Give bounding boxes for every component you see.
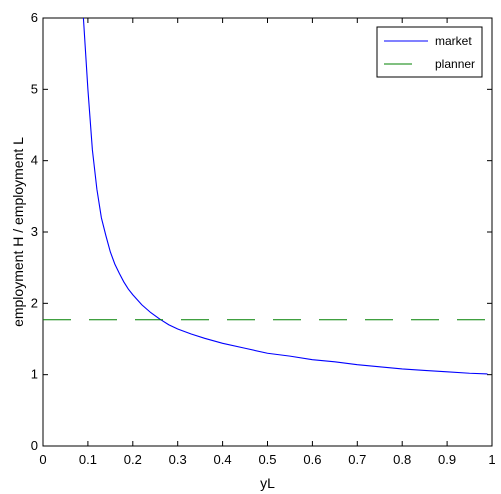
- x-tick-label: 0.2: [124, 452, 142, 467]
- x-tick-label: 0.1: [79, 452, 97, 467]
- y-axis-ticks: 0 1 2 3 4 5 6: [31, 10, 492, 453]
- x-axis-label: yL: [260, 475, 275, 491]
- y-tick-label: 2: [31, 295, 38, 310]
- y-tick-label: 5: [31, 81, 38, 96]
- y-tick-label: 3: [31, 224, 38, 239]
- legend-label-planner: planner: [435, 57, 475, 71]
- plot-area: [42, 17, 493, 447]
- legend: market planner: [376, 26, 483, 78]
- x-tick-label: 1: [488, 452, 495, 467]
- x-tick-label: 0.5: [258, 452, 276, 467]
- y-tick-label: 1: [31, 367, 38, 382]
- x-tick-label: 0.7: [348, 452, 366, 467]
- x-tick-label: 0.4: [214, 452, 232, 467]
- x-tick-label: 0.9: [438, 452, 456, 467]
- y-tick-label: 6: [31, 10, 38, 25]
- x-axis-ticks: 0 0.1 0.2 0.3 0.4 0.5 0.6 0.7 0.8 0.9 1: [39, 18, 496, 467]
- series-line-market: [82, 17, 488, 375]
- x-tick-label: 0.3: [169, 452, 187, 467]
- y-tick-label: 4: [31, 153, 38, 168]
- series-layer: [43, 17, 492, 375]
- legend-label-market: market: [435, 34, 472, 48]
- x-tick-label: 0: [39, 452, 46, 467]
- x-tick-label: 0.6: [303, 452, 321, 467]
- y-tick-label: 0: [31, 438, 38, 453]
- legend-box: [376, 26, 483, 78]
- x-tick-label: 0.8: [393, 452, 411, 467]
- y-axis-label: employment H / employment L: [10, 137, 26, 327]
